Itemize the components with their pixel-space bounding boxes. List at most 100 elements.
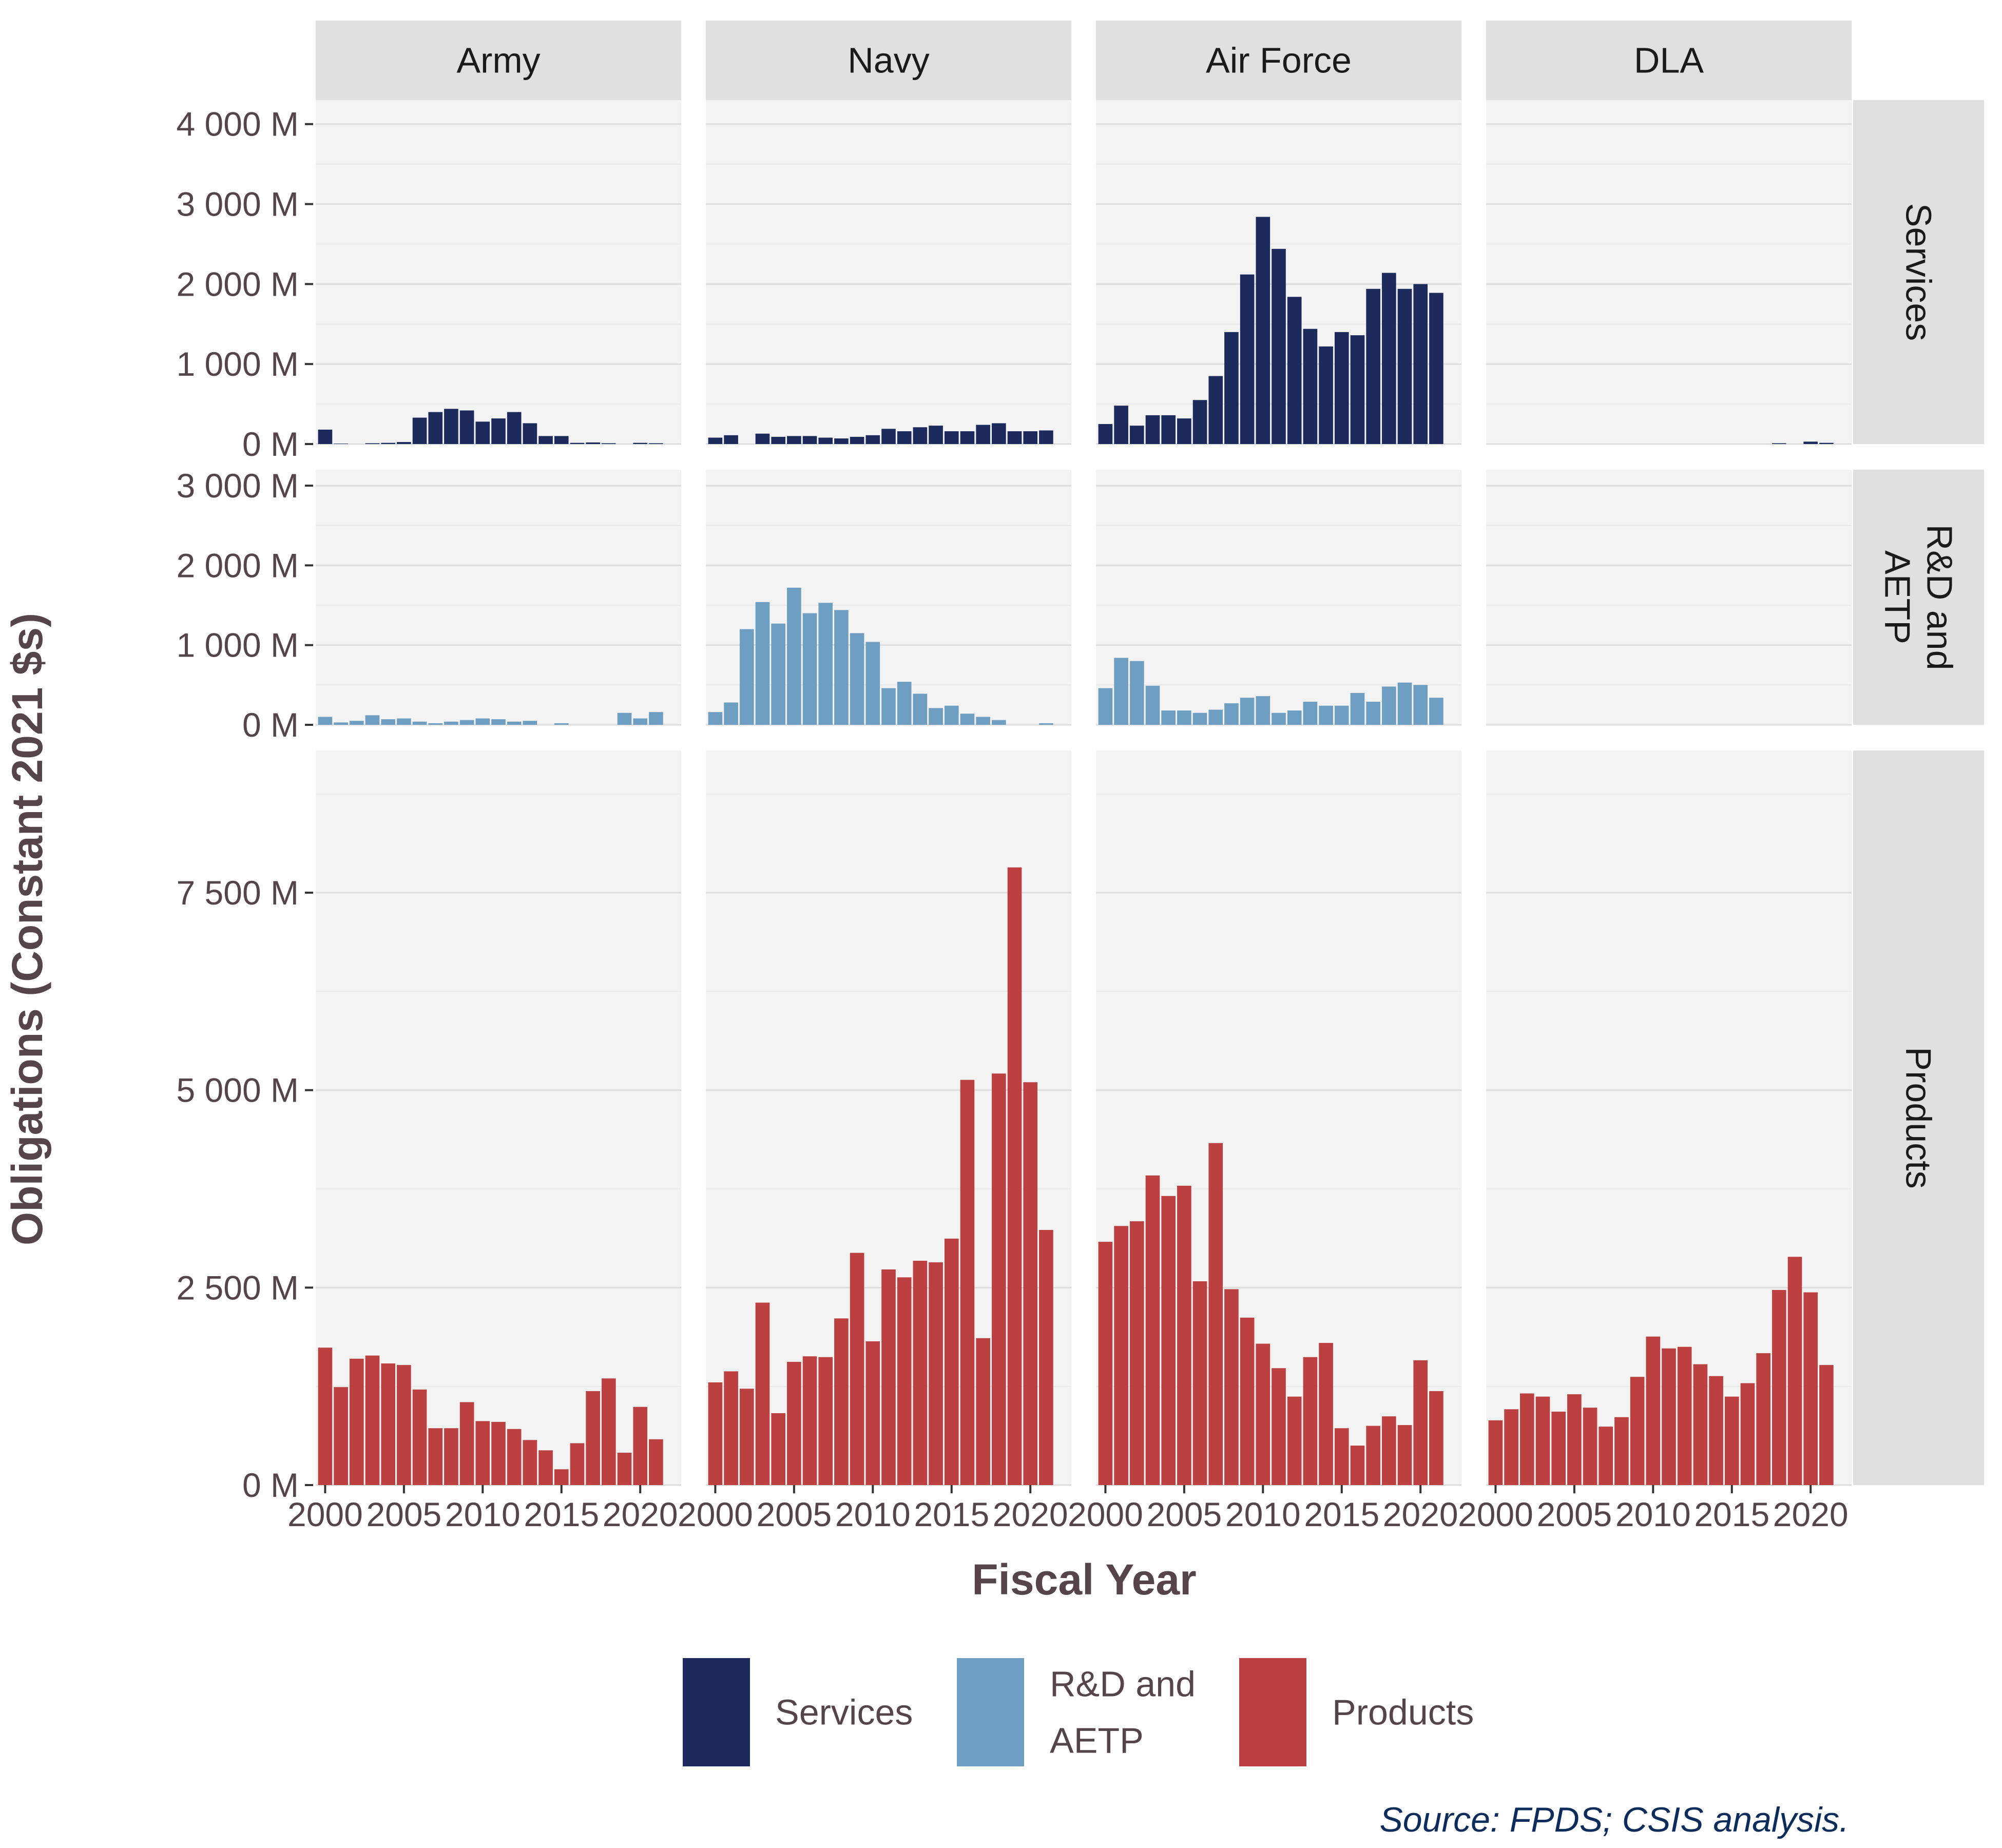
legend-swatch	[1237, 1656, 1308, 1768]
bar-randd-and-aetp-air-force-2002	[1129, 661, 1144, 725]
bar-services-army-2005	[397, 442, 411, 444]
bar-services-air-force-2009	[1240, 274, 1255, 444]
strip-label-navy: Navy	[848, 41, 929, 81]
bar-randd-and-aetp-army-2012	[507, 721, 522, 725]
x-tick-label: 2020	[1773, 1495, 1849, 1533]
panel-products-dla	[1486, 750, 1852, 1486]
bar-randd-and-aetp-air-force-2004	[1161, 710, 1176, 725]
bar-services-navy-2011	[881, 429, 896, 444]
strip-air-force	[1096, 21, 1461, 100]
bar-randd-and-aetp-army-2006	[412, 721, 427, 725]
bar-services-navy-2001	[724, 435, 738, 444]
bar-products-dla-2007	[1599, 1427, 1613, 1485]
legend-item-services: Services	[681, 1656, 913, 1768]
bar-services-dla-2021	[1819, 442, 1834, 444]
y-tick-label: 1 000 M	[177, 626, 299, 664]
bar-services-army-2021	[649, 443, 663, 444]
bar-products-army-2015	[554, 1469, 569, 1485]
panel-services-air-force	[1096, 100, 1461, 445]
bar-products-navy-2012	[897, 1277, 912, 1485]
x-tick-label: 2020	[1383, 1495, 1458, 1533]
bar-products-navy-2006	[802, 1356, 817, 1485]
row-strip-label-products: Products	[1899, 1047, 1939, 1188]
bar-services-navy-2017	[976, 425, 990, 444]
bar-products-air-force-2000	[1098, 1242, 1113, 1485]
bar-randd-and-aetp-navy-2006	[802, 613, 817, 725]
bar-services-air-force-2010	[1256, 217, 1270, 444]
column-strips: Army Navy Air Force DLA	[316, 21, 1852, 100]
y-tick-label: 5 000 M	[177, 1071, 299, 1109]
bar-randd-and-aetp-air-force-2011	[1272, 713, 1286, 725]
row-strip-label-randd-and-aetp: R&D andAETP	[1878, 524, 1960, 670]
bar-services-navy-2003	[755, 433, 770, 444]
bar-products-air-force-2005	[1177, 1185, 1191, 1485]
row-strips: Services R&D andAETP Products	[1853, 100, 1984, 1485]
x-tick-label: 2005	[366, 1495, 441, 1533]
facet-panels	[316, 100, 1852, 1486]
panel-services-navy	[706, 100, 1071, 445]
legend-item-randd-and-aetp: R&D and AETP	[955, 1656, 1196, 1768]
bar-services-air-force-2003	[1145, 415, 1160, 444]
row-strip-services	[1853, 100, 1984, 444]
legend: Services R&D and AETP Products	[681, 1656, 1474, 1768]
x-tick-label: 2015	[1694, 1495, 1769, 1533]
bar-products-air-force-2009	[1240, 1317, 1255, 1485]
x-tick-label: 2000	[1458, 1495, 1533, 1533]
bar-services-army-2017	[586, 442, 600, 444]
x-tick-label: 2020	[993, 1495, 1068, 1533]
bar-randd-and-aetp-army-2019	[617, 713, 632, 725]
bar-products-navy-2015	[944, 1238, 959, 1485]
bar-randd-and-aetp-air-force-2003	[1145, 685, 1160, 725]
bar-products-army-2008	[444, 1428, 458, 1485]
bar-randd-and-aetp-navy-2002	[739, 629, 754, 725]
bar-services-air-force-2020	[1413, 284, 1428, 444]
bar-products-dla-2004	[1551, 1411, 1566, 1485]
bar-randd-and-aetp-navy-2013	[913, 694, 928, 725]
bar-products-air-force-2020	[1413, 1360, 1428, 1485]
bar-products-army-2016	[570, 1443, 585, 1485]
bar-randd-and-aetp-army-2010	[475, 718, 490, 725]
bar-products-dla-2016	[1740, 1383, 1755, 1485]
bar-randd-and-aetp-army-2021	[649, 712, 663, 725]
bar-randd-and-aetp-navy-2005	[787, 587, 801, 725]
row-strip-products	[1853, 750, 1984, 1485]
bar-randd-and-aetp-army-2013	[523, 721, 537, 725]
bar-products-army-2019	[617, 1452, 632, 1485]
source-note: Source: FPDS; CSIS analysis.	[1379, 1800, 1849, 1839]
bar-products-dla-2010	[1646, 1336, 1661, 1485]
bar-randd-and-aetp-air-force-2008	[1224, 703, 1239, 725]
bar-services-navy-2009	[850, 436, 864, 444]
x-tick-label: 2015	[524, 1495, 599, 1533]
bar-services-army-2014	[538, 436, 553, 444]
bar-products-dla-2012	[1677, 1346, 1692, 1485]
bar-products-navy-2001	[724, 1371, 738, 1485]
bar-randd-and-aetp-navy-2007	[818, 603, 833, 725]
bar-products-army-2012	[507, 1429, 522, 1485]
bar-services-navy-2015	[944, 431, 959, 444]
bar-products-air-force-2017	[1366, 1426, 1380, 1485]
bar-products-navy-2009	[850, 1253, 864, 1485]
bar-services-air-force-2007	[1208, 376, 1223, 444]
bar-services-army-2015	[554, 436, 569, 444]
y-tick-label: 3 000 M	[177, 467, 299, 505]
bar-randd-and-aetp-navy-2018	[992, 720, 1006, 725]
bar-randd-and-aetp-army-2020	[633, 718, 648, 725]
y-axes: 0 M 1 000 M 2 000 M 3 000 M 4 000 M 0 M 1 000 …	[177, 105, 313, 1504]
bar-products-navy-2016	[960, 1080, 975, 1485]
bar-services-navy-2020	[1023, 431, 1038, 444]
bar-services-air-force-2000	[1098, 424, 1113, 444]
bar-products-air-force-2001	[1114, 1226, 1128, 1485]
bar-services-navy-2005	[787, 436, 801, 444]
bar-products-army-2001	[334, 1387, 348, 1485]
bar-randd-and-aetp-air-force-2010	[1256, 696, 1270, 725]
bar-products-air-force-2021	[1429, 1391, 1443, 1485]
bar-products-dla-2011	[1662, 1348, 1676, 1485]
bar-services-air-force-2014	[1319, 346, 1333, 444]
bar-randd-and-aetp-navy-2014	[929, 708, 943, 725]
bar-products-navy-2017	[976, 1338, 990, 1485]
bar-products-air-force-2008	[1224, 1289, 1239, 1485]
y-tick-label: 0 M	[242, 1466, 299, 1504]
bar-products-navy-2003	[755, 1302, 770, 1485]
bar-products-air-force-2019	[1397, 1425, 1412, 1485]
bar-services-army-2013	[523, 423, 537, 444]
